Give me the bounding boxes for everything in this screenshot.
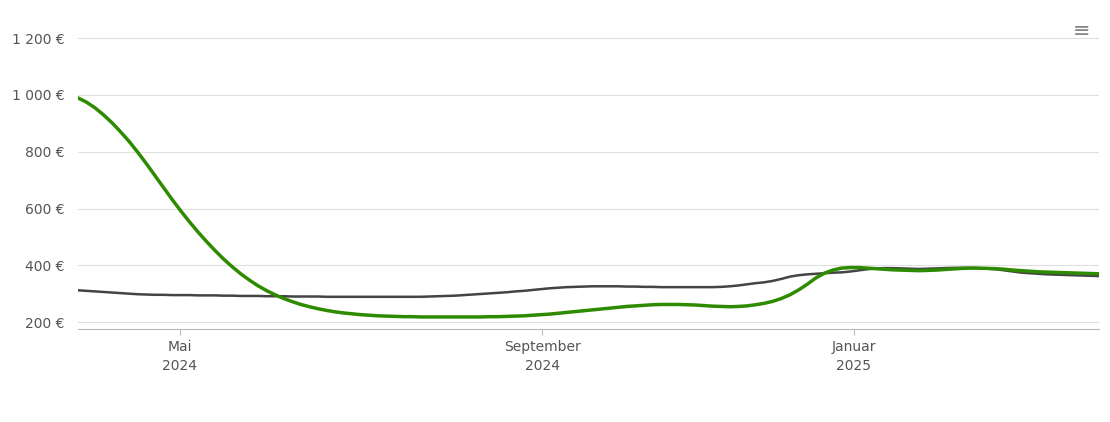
Text: ≡: ≡ [1072,21,1090,41]
